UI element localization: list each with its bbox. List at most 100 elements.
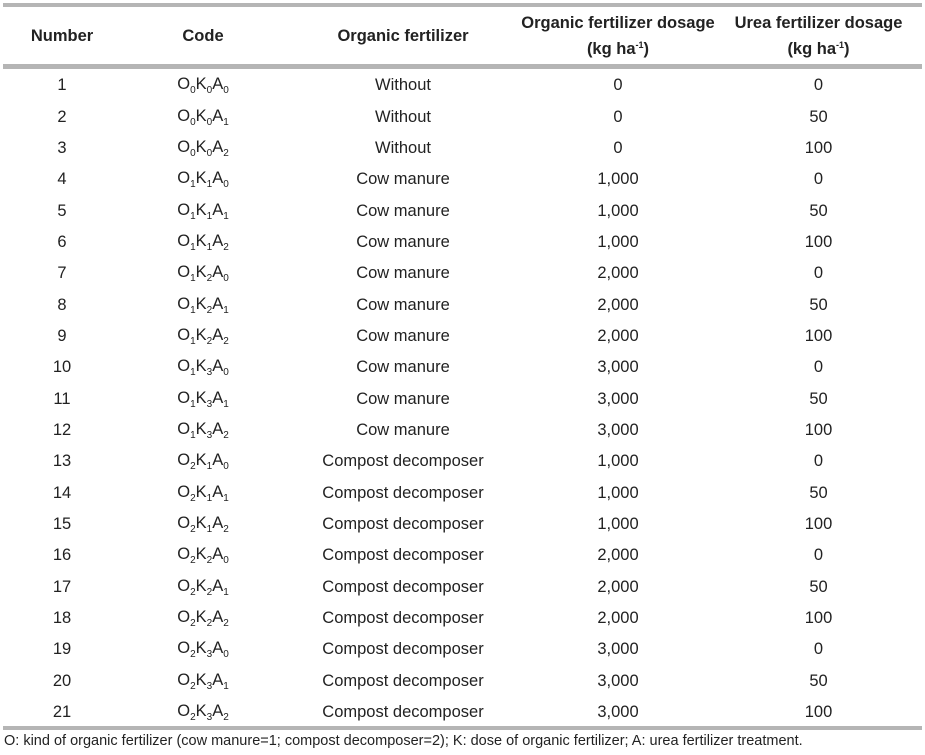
cell-organic-dosage: 2,000 [597,264,639,283]
cell-code: O2K3A0 [177,639,229,661]
cell-code: O2K2A1 [177,576,229,598]
cell-urea-dosage: 0 [813,640,824,659]
cell-urea-dosage: 100 [804,232,833,251]
table-row: 16 O2K2A0 Compost decomposer 2,000 0 [3,540,922,571]
cell-number: 7 [57,264,67,283]
cell-number: 1 [57,76,67,95]
cell-organic-fertilizer: Compost decomposer [322,546,484,565]
cell-urea-dosage: 100 [804,326,833,345]
cell-number: 15 [52,514,72,533]
cell-organic-dosage: 1,000 [597,170,639,189]
cell-urea-dosage: 0 [813,452,824,471]
cell-organic-fertilizer: Cow manure [356,201,450,220]
cell-organic-fertilizer: Cow manure [356,170,450,189]
cell-code: O2K1A2 [177,513,229,535]
cell-number: 6 [57,232,67,251]
cell-organic-fertilizer: Cow manure [356,389,450,408]
cell-urea-dosage: 100 [804,514,833,533]
table-row: 20 O2K3A1 Compost decomposer 3,000 50 [3,666,922,697]
cell-code: O1K3A1 [177,388,229,410]
cell-urea-dosage: 0 [813,264,824,283]
cell-organic-dosage: 0 [613,107,623,126]
header-row: Number Code Organic fertilizer Organic f… [3,7,922,65]
treatment-table: Number Code Organic fertilizer Organic f… [3,7,922,728]
cell-organic-dosage: 0 [613,76,623,95]
cell-code: O2K2A0 [177,545,229,567]
table-row: 21 O2K3A2 Compost decomposer 3,000 100 [3,697,922,728]
cell-code: O1K2A1 [177,294,229,316]
cell-organic-dosage: 2,000 [597,326,639,345]
cell-number: 2 [57,107,67,126]
cell-urea-dosage: 50 [809,201,828,220]
cell-organic-dosage: 2,000 [597,295,639,314]
cell-organic-dosage: 1,000 [597,514,639,533]
cell-urea-dosage: 100 [804,609,833,628]
table-body: 1 O0K0A0 Without 0 0 2 O0K0A1 Without 0 50 3 O0K0A2… [3,70,922,728]
table-row: 12 O1K3A2 Cow manure 3,000 100 [3,415,922,446]
table-footnote: O: kind of organic fertilizer (cow manur… [4,733,803,749]
cell-organic-dosage: 3,000 [597,358,639,377]
cell-organic-fertilizer: Compost decomposer [322,703,484,722]
cell-number: 13 [52,452,72,471]
table-row: 11 O1K3A1 Cow manure 3,000 50 [3,383,922,414]
cell-organic-fertilizer: Cow manure [356,232,450,251]
cell-organic-fertilizer: Cow manure [356,358,450,377]
cell-organic-dosage: 1,000 [597,483,639,502]
cell-organic-fertilizer: Compost decomposer [322,609,484,628]
cell-number: 17 [52,577,72,596]
cell-code: O1K1A0 [177,169,229,191]
header-organic-dosage-unit: (kg ha-1) [586,40,650,58]
cell-code: O1K3A0 [177,357,229,379]
header-organic-fertilizer: Organic fertilizer [337,27,469,45]
cell-organic-dosage: 1,000 [597,201,639,220]
cell-number: 10 [52,358,72,377]
cell-number: 4 [57,170,67,189]
cell-organic-fertilizer: Cow manure [356,420,450,439]
cell-organic-fertilizer: Compost decomposer [322,514,484,533]
cell-organic-fertilizer: Compost decomposer [322,452,484,471]
header-code: Code [182,27,224,45]
cell-number: 14 [52,483,72,502]
cell-urea-dosage: 50 [809,483,828,502]
cell-number: 19 [52,640,72,659]
cell-organic-dosage: 0 [613,138,623,157]
table-row: 4 O1K1A0 Cow manure 1,000 0 [3,164,922,195]
cell-code: O0K0A0 [177,75,229,97]
header-rule [3,64,922,69]
table-row: 5 O1K1A1 Cow manure 1,000 50 [3,195,922,226]
cell-number: 12 [52,420,72,439]
cell-organic-dosage: 3,000 [597,389,639,408]
table-row: 14 O2K1A1 Compost decomposer 1,000 50 [3,477,922,508]
cell-code: O1K1A1 [177,200,229,222]
cell-number: 16 [52,546,72,565]
cell-urea-dosage: 0 [813,170,824,189]
cell-organic-dosage: 2,000 [597,577,639,596]
cell-number: 20 [52,671,72,690]
header-urea-dosage-title: Urea fertilizer dosage [734,14,903,32]
cell-organic-dosage: 3,000 [597,640,639,659]
cell-organic-fertilizer: Compost decomposer [322,671,484,690]
table-row: 10 O1K3A0 Cow manure 3,000 0 [3,352,922,383]
cell-number: 11 [53,389,71,408]
cell-organic-fertilizer: Without [375,138,431,157]
table-row: 19 O2K3A0 Compost decomposer 3,000 0 [3,634,922,665]
cell-number: 8 [57,295,67,314]
bottom-rule [3,726,922,730]
cell-organic-fertilizer: Compost decomposer [322,483,484,502]
cell-urea-dosage: 50 [809,107,828,126]
header-urea-dosage: Urea fertilizer dosage (kg ha-1) [715,7,922,65]
cell-urea-dosage: 50 [809,389,828,408]
cell-code: O2K1A1 [177,482,229,504]
cell-number: 18 [52,609,72,628]
cell-code: O0K0A1 [177,106,229,128]
cell-code: O1K2A0 [177,263,229,285]
cell-urea-dosage: 100 [804,420,833,439]
table-row: 9 O1K2A2 Cow manure 2,000 100 [3,321,922,352]
cell-number: 5 [57,201,67,220]
cell-organic-dosage: 3,000 [597,703,639,722]
cell-organic-fertilizer: Cow manure [356,264,450,283]
table-row: 1 O0K0A0 Without 0 0 [3,70,922,101]
cell-code: O2K1A0 [177,451,229,473]
cell-code: O0K0A2 [177,137,229,159]
header-organic-dosage-title: Organic fertilizer dosage [521,14,715,32]
